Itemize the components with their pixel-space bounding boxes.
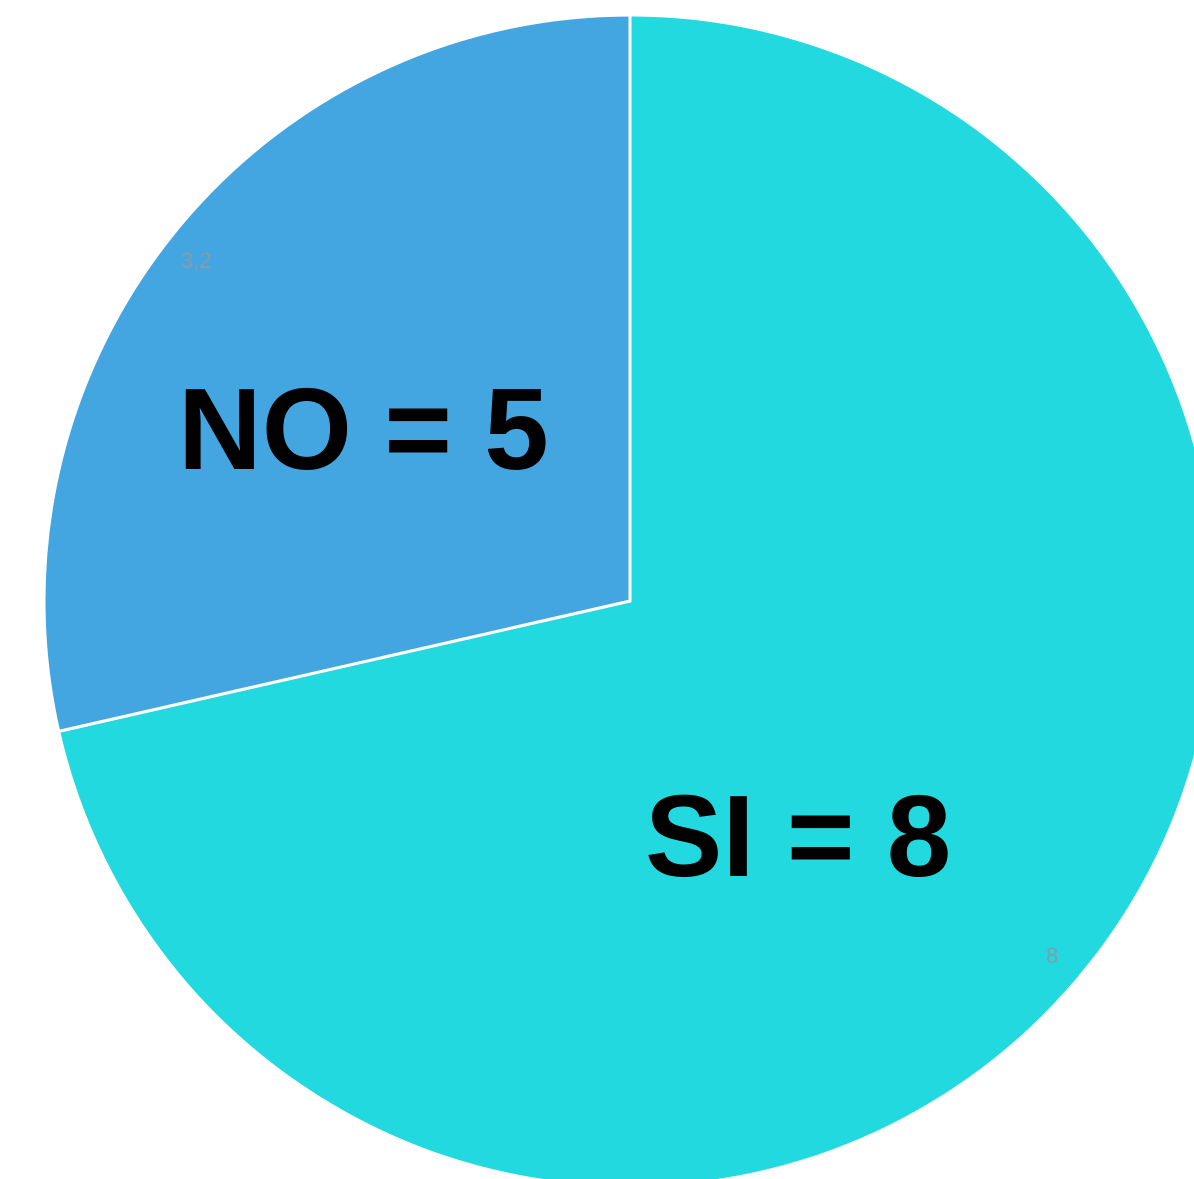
pie-slices	[42, 13, 1194, 1179]
annotation-si: SI = 8	[645, 771, 951, 901]
annotation-no: NO = 5	[178, 364, 549, 494]
data-label-si: 8	[1046, 943, 1058, 968]
data-label-no: 3,2	[181, 248, 212, 273]
pie-slice-no	[42, 13, 632, 734]
pie-slice-si	[56, 13, 1194, 1179]
